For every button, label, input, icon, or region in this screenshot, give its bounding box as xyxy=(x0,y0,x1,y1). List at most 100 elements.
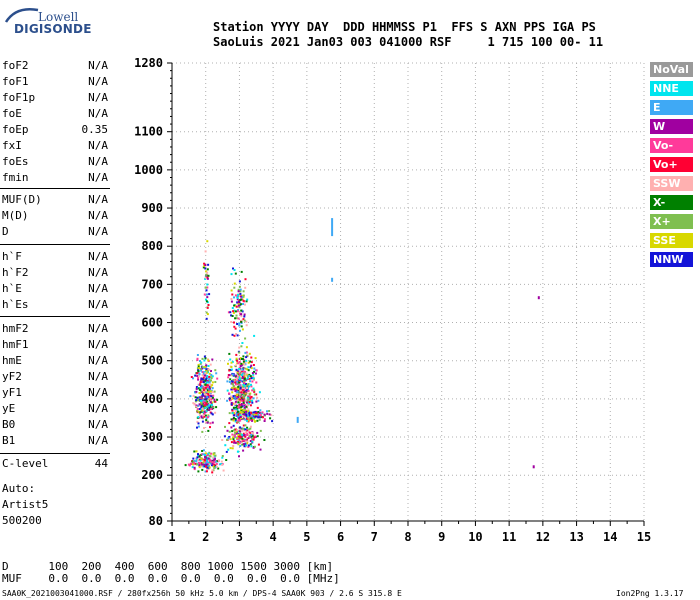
param-row-hf2: h`F2 N/A xyxy=(2,266,108,280)
echo-point xyxy=(203,355,206,358)
echo-point xyxy=(198,464,201,467)
x-tick-label: 5 xyxy=(303,530,310,544)
echo-point xyxy=(204,264,207,267)
echo-point xyxy=(205,317,208,320)
param-row-b0: B0 N/A xyxy=(2,418,108,432)
param-name: foEs xyxy=(2,155,29,168)
echo-point xyxy=(206,454,209,457)
echo-point xyxy=(208,396,211,399)
param-separator xyxy=(0,316,110,317)
echo-point xyxy=(223,435,226,438)
echo-point xyxy=(262,416,264,419)
echo-point xyxy=(211,421,214,424)
echo-point xyxy=(239,369,242,372)
echo-point xyxy=(242,409,245,412)
echo-point xyxy=(210,462,213,465)
echo-point xyxy=(231,412,234,415)
echo-point xyxy=(230,366,233,368)
echo-point xyxy=(202,266,205,269)
echo-point xyxy=(232,267,234,270)
echo-point xyxy=(233,334,236,337)
echo-point xyxy=(252,418,255,421)
echo-point xyxy=(268,413,271,416)
echo-point xyxy=(214,369,217,372)
echo-point xyxy=(258,411,261,414)
echo-point xyxy=(229,438,232,441)
param-name: yF1 xyxy=(2,386,22,399)
echo-point xyxy=(211,390,214,393)
echo-point xyxy=(202,400,205,403)
param-name: yE xyxy=(2,402,16,415)
echo-point xyxy=(234,294,237,297)
y-tick-label: 700 xyxy=(141,277,163,291)
parameter-panel: foF2 N/A foF1 N/A foF1p N/A foE N/A foEp 0.35 fxI N… xyxy=(0,0,112,540)
echo-point xyxy=(195,390,198,393)
echo-point xyxy=(232,378,235,381)
echo-point xyxy=(208,388,211,391)
param-row-fxi: fxI N/A xyxy=(2,139,108,153)
echo-point xyxy=(242,383,245,386)
echo-point xyxy=(203,262,206,265)
param-name: h`F2 xyxy=(2,266,29,279)
echo-point xyxy=(240,322,243,325)
echo-point xyxy=(202,376,205,379)
echo-point xyxy=(250,364,253,367)
echo-point xyxy=(242,418,245,421)
echo-point xyxy=(245,440,248,443)
echo-point xyxy=(197,367,200,370)
echo-point xyxy=(221,439,224,441)
echo-point xyxy=(237,450,240,453)
param-name: h`F xyxy=(2,250,22,263)
echo-point xyxy=(246,419,248,422)
echo-point xyxy=(208,377,211,380)
echo-point xyxy=(202,389,205,391)
param-value: N/A xyxy=(88,338,108,351)
echo-point xyxy=(239,426,242,429)
echo-point xyxy=(195,405,198,408)
echo-point xyxy=(211,375,214,378)
echo-point xyxy=(210,375,213,378)
echo-point xyxy=(230,300,233,303)
echo-point xyxy=(240,362,243,365)
echo-point xyxy=(246,399,249,402)
echo-point xyxy=(235,378,238,381)
echo-point xyxy=(201,393,204,396)
echo-point xyxy=(247,444,250,447)
param-row-foes: foEs N/A xyxy=(2,155,108,169)
echo-point xyxy=(243,434,246,436)
echo-point xyxy=(207,464,210,467)
echo-point xyxy=(231,391,234,394)
echo-point xyxy=(257,411,260,413)
echo-point xyxy=(246,375,249,378)
echo-point xyxy=(233,321,235,324)
param-name: C-level xyxy=(2,457,49,470)
param-name: foF2 xyxy=(2,59,29,72)
echo-point xyxy=(229,395,232,398)
echo-point xyxy=(201,430,204,433)
echo-point xyxy=(244,373,247,376)
param-value: N/A xyxy=(88,418,108,431)
echo-point xyxy=(230,321,233,323)
echo-point xyxy=(244,428,247,431)
echo-point xyxy=(213,398,216,401)
echo-point xyxy=(213,390,216,393)
echo-point xyxy=(206,468,209,471)
echo-point xyxy=(199,387,202,390)
echo-point xyxy=(207,263,210,266)
echo-point xyxy=(231,333,234,336)
echo-point xyxy=(206,421,209,424)
echo-point xyxy=(213,466,216,469)
echo-point xyxy=(211,471,214,474)
echo-point xyxy=(204,374,206,377)
x-tick-label: 6 xyxy=(337,530,344,544)
echo-point xyxy=(250,445,253,448)
echo-point xyxy=(257,413,260,416)
echo-point xyxy=(236,380,239,383)
echo-point xyxy=(232,395,235,398)
echo-point xyxy=(238,406,241,409)
echo-point xyxy=(239,357,242,360)
echo-point xyxy=(249,443,252,446)
echo-point xyxy=(240,374,243,376)
echo-point xyxy=(240,402,243,405)
echo-point xyxy=(205,369,207,372)
